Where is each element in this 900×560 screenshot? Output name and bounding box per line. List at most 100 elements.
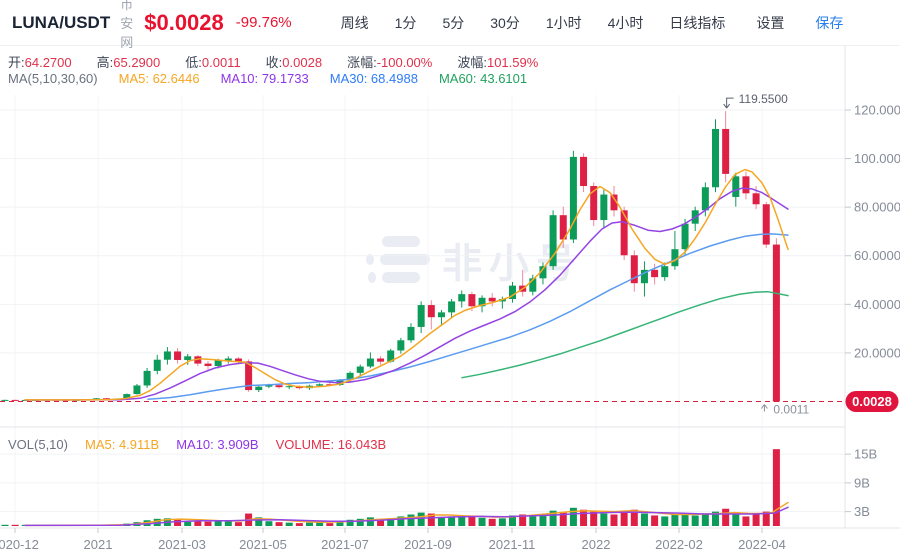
vol-group-label: VOL(5,10) [8,437,68,452]
pair-title: LUNA/USDT [12,12,111,32]
candle-body [458,294,466,302]
ohlc-value: 0.0028 [282,55,323,70]
x-axis-label: 2022-02 [655,537,703,552]
ma-legend-0: MA5: 62.6446 [118,71,200,86]
candle-body [427,305,435,318]
volume-bar [691,515,699,526]
volume-ma10-line [24,506,789,527]
volume-y-axis-label: 3B [854,504,870,519]
action-indicators[interactable]: 指标 [697,14,726,31]
candle-body [488,297,496,302]
volume-bar [427,513,435,526]
volume-bar [366,517,374,526]
ohlc-item-3: 收:0.0028 [266,52,322,71]
volume-bar [610,514,618,526]
volume-bar [275,522,283,526]
volume-bar [549,510,557,526]
candle-body [437,312,445,318]
volume-bar [620,510,628,526]
candle-body [752,193,760,205]
candle-body [92,398,100,400]
candle-body [377,358,385,362]
vol-legend-2: VOLUME: 16.043B [275,437,387,452]
ma-legend-2: MA30: 68.4988 [329,71,418,86]
volume-bar [519,514,527,526]
candle-body [580,156,588,187]
candle-body [346,372,354,381]
candle-body [468,294,476,307]
ohlc-item-4: 涨幅:-100.00% [347,52,432,71]
ma-legend-3: MA60: 43.6101 [438,71,528,86]
ohlc-value: 101.59% [486,55,539,70]
candle-body [651,269,659,278]
volume-bar [214,520,222,526]
candle-body [255,386,263,391]
x-axis-label: 2021-07 [321,537,369,552]
ohlc-label: 高: [96,55,114,70]
candle-body [194,356,202,364]
volume-bar [509,515,516,526]
ma-legend-1: MA10: 79.1733 [220,71,309,86]
candle-body [275,385,283,388]
candle-body [153,359,161,371]
action-settings[interactable]: 设置 [756,14,785,31]
tab-timeframe-6[interactable]: 日线 [669,14,698,31]
candle-body [539,266,547,279]
candle-body [630,255,638,284]
ma60-line [461,290,789,379]
x-axis-label: 2020-12 [0,537,39,552]
tab-timeframe-0[interactable]: 周线 [340,14,369,31]
volume-bar [397,516,405,526]
candle-body [681,223,689,250]
volume-bar [722,508,730,526]
ma30-line [147,233,789,401]
x-axis-label: 2021-03 [158,537,206,552]
price-change-percent: -99.76% [235,14,292,31]
volume-bar [478,517,486,526]
ohlc-value: 0.0011 [201,55,241,70]
ohlc-info-row: 开:64.2700 高:65.2900 低:0.0011 收:0.0028 涨幅:-10… [8,52,538,71]
ohlc-label: 涨幅: [347,55,377,70]
ohlc-value: 64.2700 [24,55,72,70]
timeframe-tabs: 周线 1分 5分 30分 1小时 4小时 日线 [341,13,698,33]
volume-bar [529,516,537,526]
tab-timeframe-4[interactable]: 1小时 [545,14,582,31]
volume-bar [732,514,740,526]
ohlc-label: 收: [265,55,283,70]
tab-timeframe-2[interactable]: 5分 [442,14,465,31]
volume-bar [407,514,415,526]
volume-bar [11,524,19,526]
tab-timeframe-5[interactable]: 4小时 [607,14,644,31]
x-axis-label: 2021-09 [404,537,452,552]
y-axis-label: 60.0000 [854,248,900,263]
candle-body [103,398,110,400]
volume-bar [265,521,273,526]
candle-body [184,356,192,360]
candle-body [640,269,648,284]
y-axis-label: 120.0000 [854,102,900,117]
candle-body [742,176,750,194]
volume-y-axis-label: 9B [854,475,870,490]
candle-body [448,301,456,313]
tab-timeframe-3[interactable]: 30分 [490,14,520,31]
volume-bar [204,521,212,526]
volume-bar [234,522,242,526]
x-axis-label: 2021-05 [239,537,287,552]
candle-body [620,210,628,256]
ohlc-item-0: 开:64.2700 [8,52,72,71]
vol-legend-1: MA10: 3.909B [176,437,259,452]
candle-body [143,370,151,386]
header-bar: LUNA/USDT 币安网 $0.0028 -99.76% 周线 1分 5分 30分 1… [0,0,900,50]
candle-body [529,278,537,292]
candle-body [661,266,669,278]
candle-body [245,361,253,391]
y-axis-label: 20.0000 [854,345,900,360]
volume-bar [468,516,476,526]
tab-timeframe-1[interactable]: 1分 [394,14,417,31]
candle-body [204,363,212,367]
ma5-line [24,168,789,401]
action-save[interactable]: 保存 [815,14,844,31]
volume-bar [255,517,263,526]
